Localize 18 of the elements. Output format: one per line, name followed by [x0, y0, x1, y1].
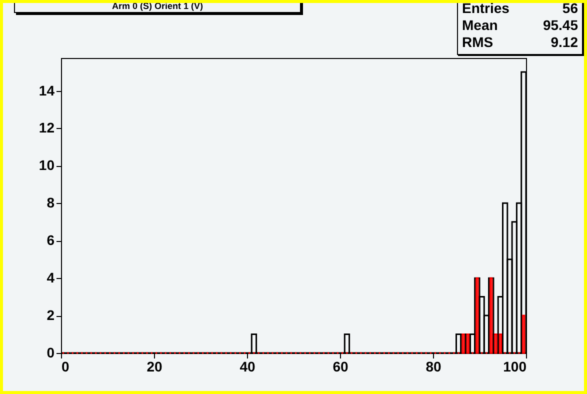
y-tick-label: 10	[38, 157, 55, 174]
y-tick-label: 14	[38, 82, 55, 98]
x-tick-label: 0	[62, 358, 70, 374]
x-tick-label: 60	[332, 358, 348, 374]
chart-title: Arm 0 (S) Orient 1 (V)	[14, 0, 301, 13]
y-tick-label: 2	[46, 307, 55, 324]
text: RMS 9.12	[462, 34, 578, 50]
text: Entries 56	[462, 0, 578, 16]
y-tick-label: 12	[38, 120, 55, 136]
x-tick-label: 40	[240, 358, 256, 374]
y-tick-label: 8	[46, 194, 55, 211]
y-tick-label: 6	[46, 232, 55, 248]
y-tick-label: 0	[46, 344, 55, 360]
x-tick-label: 20	[146, 358, 162, 374]
text: Mean 95.45	[462, 17, 578, 33]
x-tick-label: 80	[426, 358, 442, 374]
y-tick-label: 4	[46, 270, 55, 286]
x-tick-label: 100	[503, 358, 527, 374]
